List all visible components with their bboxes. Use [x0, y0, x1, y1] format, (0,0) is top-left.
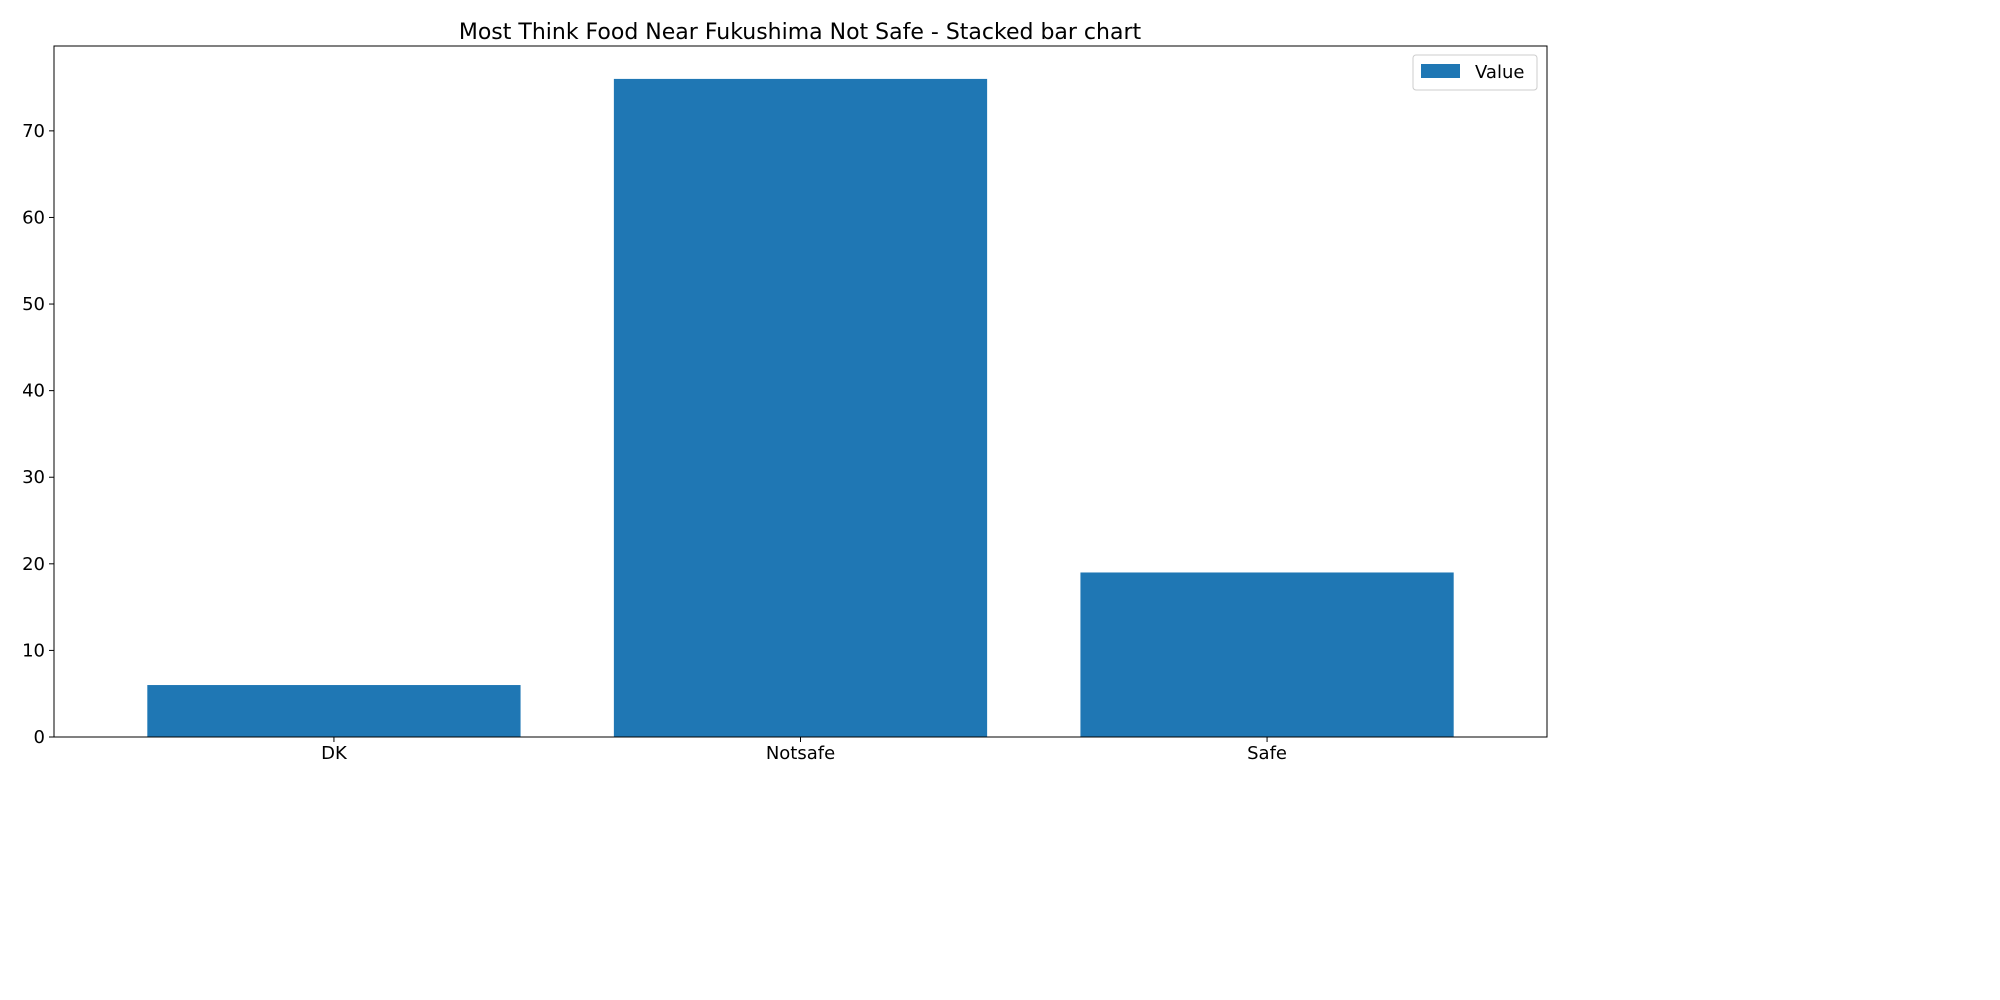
- bar-notsafe: [613, 78, 988, 737]
- bar-safe: [1080, 572, 1454, 737]
- y-tick-label: 60: [22, 207, 45, 228]
- x-tick-label: DK: [321, 743, 348, 764]
- y-tick-label: 30: [22, 467, 45, 488]
- y-tick-label: 50: [22, 294, 45, 315]
- y-tick-label: 70: [22, 121, 45, 142]
- y-tick-label: 40: [22, 381, 45, 402]
- x-tick-label: Notsafe: [766, 743, 835, 764]
- chart-title: Most Think Food Near Fukushima Not Safe …: [459, 20, 1142, 45]
- bar-chart: Most Think Food Near Fukushima Not Safe …: [22, 20, 1548, 764]
- y-tick-label: 10: [22, 640, 45, 661]
- legend-swatch: [1421, 64, 1460, 78]
- legend: Value: [1412, 54, 1538, 91]
- x-tick-label: Safe: [1247, 743, 1287, 764]
- legend-label: Value: [1475, 62, 1524, 83]
- y-tick-label: 20: [22, 554, 45, 575]
- legend-box: [1412, 54, 1538, 91]
- bar-dk: [147, 685, 521, 737]
- plot-frame: [53, 45, 1548, 738]
- y-tick-label: 0: [34, 727, 45, 748]
